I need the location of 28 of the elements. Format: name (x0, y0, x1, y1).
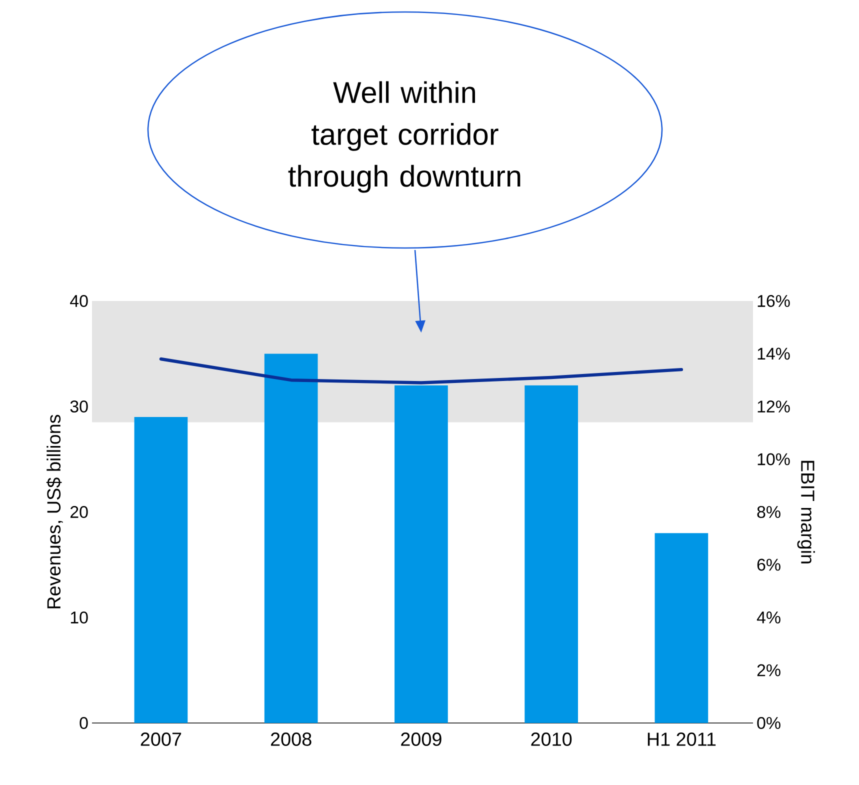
y-tick-label: 0 (80, 716, 88, 729)
x-tick-label: 2010 (531, 732, 572, 746)
text: Well within target corridor through downturn (288, 81, 520, 193)
line-series (159, 357, 684, 384)
bar (264, 354, 318, 723)
x-tick-label: H1 2011 (648, 732, 716, 746)
y2-tick-label: 14% (758, 348, 790, 360)
y2-tick-label: 10% (758, 453, 790, 466)
y2-tick-label: 6% (757, 558, 780, 571)
x-tick-label: 2008 (270, 732, 312, 746)
y-tick-label: 40 (70, 294, 88, 307)
y-tick-label: 20 (70, 506, 88, 518)
bar (524, 385, 578, 723)
y2-tick-label: 8% (757, 506, 780, 518)
y2-tick-label: 4% (756, 612, 780, 624)
bar (654, 533, 708, 723)
x-tick-label: 2007 (140, 732, 182, 746)
bar (134, 417, 188, 723)
y2-tick-label: 16% (758, 294, 790, 307)
y-axis-title: Revenues, US$ billions (46, 414, 63, 608)
y2-axis-title: EBIT margin (797, 460, 815, 564)
y-tick-label: 30 (70, 400, 88, 412)
y-tick-label: 10 (70, 611, 88, 624)
y2-tick-label: 12% (758, 400, 790, 412)
bar (394, 385, 448, 723)
y2-tick-label: 2% (757, 664, 780, 676)
x-tick-label: 2009 (401, 732, 442, 746)
y2-tick-label: 0% (757, 716, 780, 729)
